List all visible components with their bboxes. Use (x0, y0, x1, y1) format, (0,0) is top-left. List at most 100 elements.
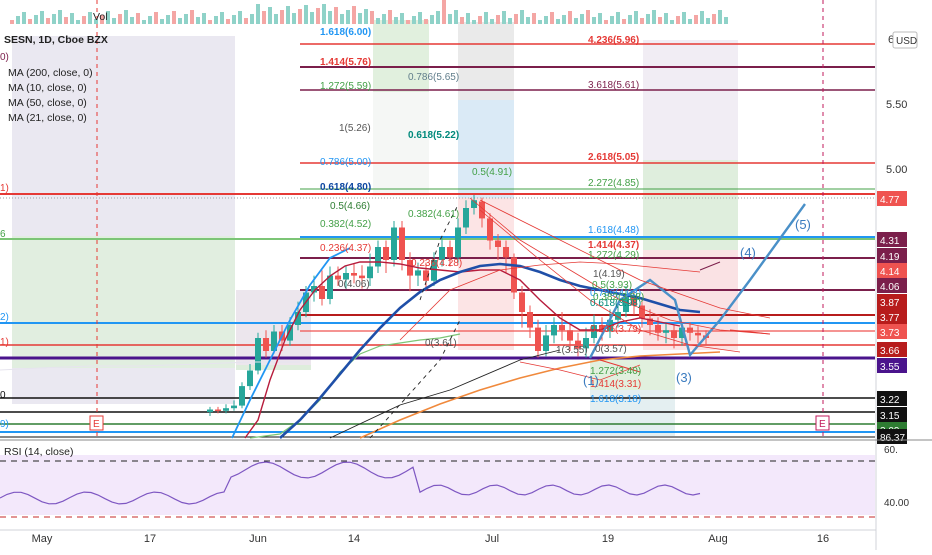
arrow-line (699, 261, 721, 271)
candle-body (439, 247, 445, 260)
volume-bar (670, 20, 674, 24)
volume-bar (40, 11, 44, 24)
fib-label: 1.618(3.18) (590, 394, 641, 405)
volume-bar (250, 14, 254, 24)
left-edge-label: 0 (0, 390, 6, 401)
volume-bar (652, 10, 656, 24)
fib-label: 0.236(4.28) (411, 258, 462, 269)
candle-body (559, 325, 565, 331)
volume-bar (10, 20, 14, 24)
fib-label: 1.414(3.31) (590, 379, 641, 390)
price-badge-label: 4.77 (880, 195, 900, 206)
volume-bar (436, 11, 440, 24)
fan-line (519, 361, 641, 381)
fib-labels: 1.618(6.00) 1.414(5.76) 0.786(5.65) 1.272(5… (320, 27, 644, 405)
candle-body (415, 270, 421, 276)
candle-body (455, 227, 461, 258)
candle-body (487, 218, 493, 241)
volume-bar (226, 19, 230, 24)
volume-bar (130, 17, 134, 24)
elliott-wave-line (588, 203, 806, 359)
volume-bar (184, 14, 188, 24)
earnings-marker-label: E (93, 419, 100, 430)
volume-bar (328, 11, 332, 24)
fan-line (469, 197, 771, 335)
volume-bar (274, 14, 278, 24)
volume-bar (532, 13, 536, 24)
candle-body (287, 325, 293, 341)
candle-body (263, 338, 269, 351)
candle-body (215, 409, 221, 411)
candle-body (471, 200, 477, 208)
volume-bar (562, 15, 566, 24)
fib-label: 0.618(5.22) (408, 130, 459, 141)
price-badge-label: 3.15 (880, 411, 900, 422)
legend-ma50: MA (50, close, 0) (8, 97, 87, 109)
currency-label: USD (896, 36, 917, 47)
volume-bar (622, 19, 626, 24)
x-tick-label: 17 (144, 533, 156, 545)
volume-bar (598, 13, 602, 24)
candle-body (647, 318, 653, 325)
volume-bar (34, 15, 38, 24)
fib-label: 1(4.19) (593, 269, 625, 280)
candle-body (271, 331, 277, 351)
time-axis[interactable]: May 17 Jun 14 Jul 19 Aug 16 (32, 533, 830, 545)
fib-label: 0.618(4.80) (320, 182, 371, 193)
candle-body (527, 312, 533, 328)
candle-body (567, 330, 573, 341)
volume-bar (454, 10, 458, 24)
volume-bar (316, 8, 320, 24)
volume-bar (340, 14, 344, 24)
volume-bar (574, 18, 578, 24)
fib-label: 0(3.57) (595, 344, 627, 355)
earnings-marker[interactable] (815, 415, 830, 431)
price-badge (877, 324, 907, 339)
trend-line (419, 204, 459, 301)
volume-bar (472, 20, 476, 24)
volume-bar (58, 10, 62, 24)
candle-body (295, 312, 301, 325)
candle-body (543, 335, 549, 351)
x-tick-label: 16 (817, 533, 829, 545)
volume-bar (238, 11, 242, 24)
fib-label: 1.414(5.76) (320, 57, 371, 68)
candle-body (463, 208, 469, 228)
volume-bar (424, 19, 428, 24)
volume-bar (502, 11, 506, 24)
price-badge (877, 278, 907, 293)
fib-label: 1.272(4.29) (588, 250, 639, 261)
fib-zone (373, 20, 429, 92)
fib-label: 1(5.26) (339, 123, 371, 134)
fib-label: 0.786(5.00) (320, 157, 371, 168)
volume-bar (280, 10, 284, 24)
candle-body (207, 409, 213, 413)
volume-bar (322, 4, 326, 24)
fib-label: 1.618(6.00) (320, 27, 371, 38)
volume-bar (610, 16, 614, 24)
volume-bar (604, 20, 608, 24)
volume-bar (76, 20, 80, 24)
volume-bar (166, 15, 170, 24)
volume-bar (28, 19, 32, 24)
volume-bar (508, 18, 512, 24)
currency-box[interactable] (892, 31, 918, 49)
volume-bar (286, 6, 290, 24)
candle-body (311, 286, 317, 293)
volume-bar (706, 18, 710, 24)
candle-body (591, 325, 597, 338)
candle-body (663, 330, 669, 333)
volume-bar (46, 18, 50, 24)
volume-bar (190, 10, 194, 24)
earnings-marker[interactable] (89, 415, 104, 431)
legend-ma10: MA (10, close, 0) (8, 82, 87, 94)
candle-body (383, 247, 389, 260)
price-badge-label: 3.66 (880, 346, 900, 357)
fib-zone (12, 236, 235, 368)
price-badge (877, 232, 907, 247)
candle-body (255, 338, 261, 371)
volume-bar (430, 15, 434, 24)
candle-body (583, 338, 589, 349)
